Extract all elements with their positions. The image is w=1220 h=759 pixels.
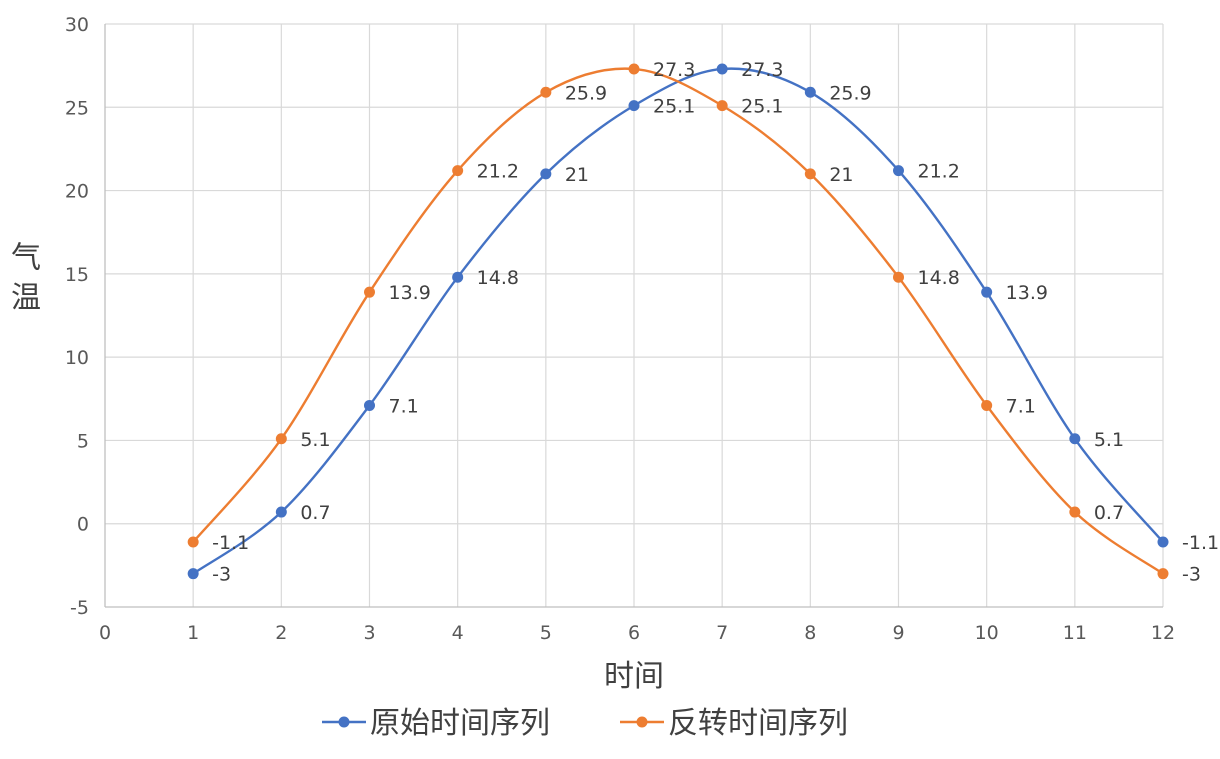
legend-marker [338,716,350,728]
x-tick-label: 9 [892,622,904,644]
data-point [187,568,199,580]
y-tick-label: 10 [65,347,89,369]
data-label: 14.8 [477,267,519,289]
y-axis-title: 气温 [11,241,41,316]
data-labels: -3 0.7 7.1 14.8 21 25.1 27.3 25.9 21.2 13.9 5.1 -1.… [212,59,1219,586]
x-tick-label: 11 [1063,622,1087,644]
legend: 原始时间序列 反转时间序列 [322,706,848,741]
data-point [1069,433,1081,445]
y-tick-label: 20 [65,181,89,203]
y-tick-label: 15 [65,264,89,286]
x-axis-title: 时间 [604,659,664,694]
y-tick-label: 25 [65,97,89,119]
series-line [192,67,1164,575]
data-point [540,168,552,180]
data-point [1157,568,1169,580]
series-1 [187,63,1169,580]
legend-marker [636,716,648,728]
data-label: 0.7 [1094,502,1124,524]
gridlines [105,23,1164,607]
data-point [364,286,375,298]
data-point [716,100,728,112]
data-point [893,271,904,283]
data-point [981,286,993,298]
data-point [275,433,287,445]
x-tick-label: 0 [99,622,111,644]
x-tick-label: 6 [628,622,640,644]
data-point [275,506,287,518]
series-lines [187,63,1169,580]
data-point [452,271,464,283]
data-point [452,165,464,177]
data-label: 25.1 [741,96,783,118]
data-label: -1.1 [1182,532,1219,554]
data-label: 13.9 [389,282,431,304]
x-tick-label: 7 [716,622,728,644]
x-tick-label: 8 [804,622,816,644]
data-label: 21 [829,164,853,186]
legend-item-2: 反转时间序列 [620,706,848,741]
data-point [364,399,375,411]
data-point [540,86,552,98]
data-label: 14.8 [918,267,960,289]
x-tick-label: 1 [187,622,199,644]
data-point [1157,536,1169,548]
data-point [981,399,993,411]
data-point [628,100,640,112]
series-line [192,67,1164,575]
y-tick-label: -5 [70,597,89,619]
data-label: 25.9 [565,82,607,104]
data-label: 27.3 [741,59,783,81]
data-label: 7.1 [1006,395,1036,417]
data-label: 7.1 [389,395,419,417]
x-tick-label: 12 [1151,622,1175,644]
x-tick-label: 3 [363,622,375,644]
data-label: 13.9 [1006,282,1048,304]
x-tick-label: 4 [452,622,464,644]
data-point [893,165,904,177]
data-label: 21 [565,164,589,186]
data-label: 21.2 [918,161,960,183]
x-tick-label: 10 [975,622,999,644]
data-label: 5.1 [1094,429,1124,451]
data-point [804,168,816,180]
legend-item-1: 原始时间序列 [322,706,550,741]
data-label: -3 [1182,564,1201,586]
x-tick-label: 2 [275,622,287,644]
y-tick-label: 5 [77,430,89,452]
x-tick-label: 5 [540,622,552,644]
data-label: 25.9 [829,82,871,104]
data-point [628,63,640,75]
data-point [804,86,816,98]
data-label: 21.2 [477,161,519,183]
data-label: -3 [212,564,231,586]
legend-label: 反转时间序列 [668,706,848,741]
y-tick-label: 30 [65,14,89,36]
legend-label: 原始时间序列 [370,706,550,741]
data-label: 5.1 [300,429,330,451]
data-label: 0.7 [300,502,330,524]
data-label: 27.3 [653,59,695,81]
data-point [1069,506,1081,518]
data-point [187,536,199,548]
data-point [716,63,728,75]
series-2 [187,63,1169,580]
y-tick-label: 0 [77,514,89,536]
data-label: -1.1 [212,532,249,554]
data-label: 25.1 [653,96,695,118]
